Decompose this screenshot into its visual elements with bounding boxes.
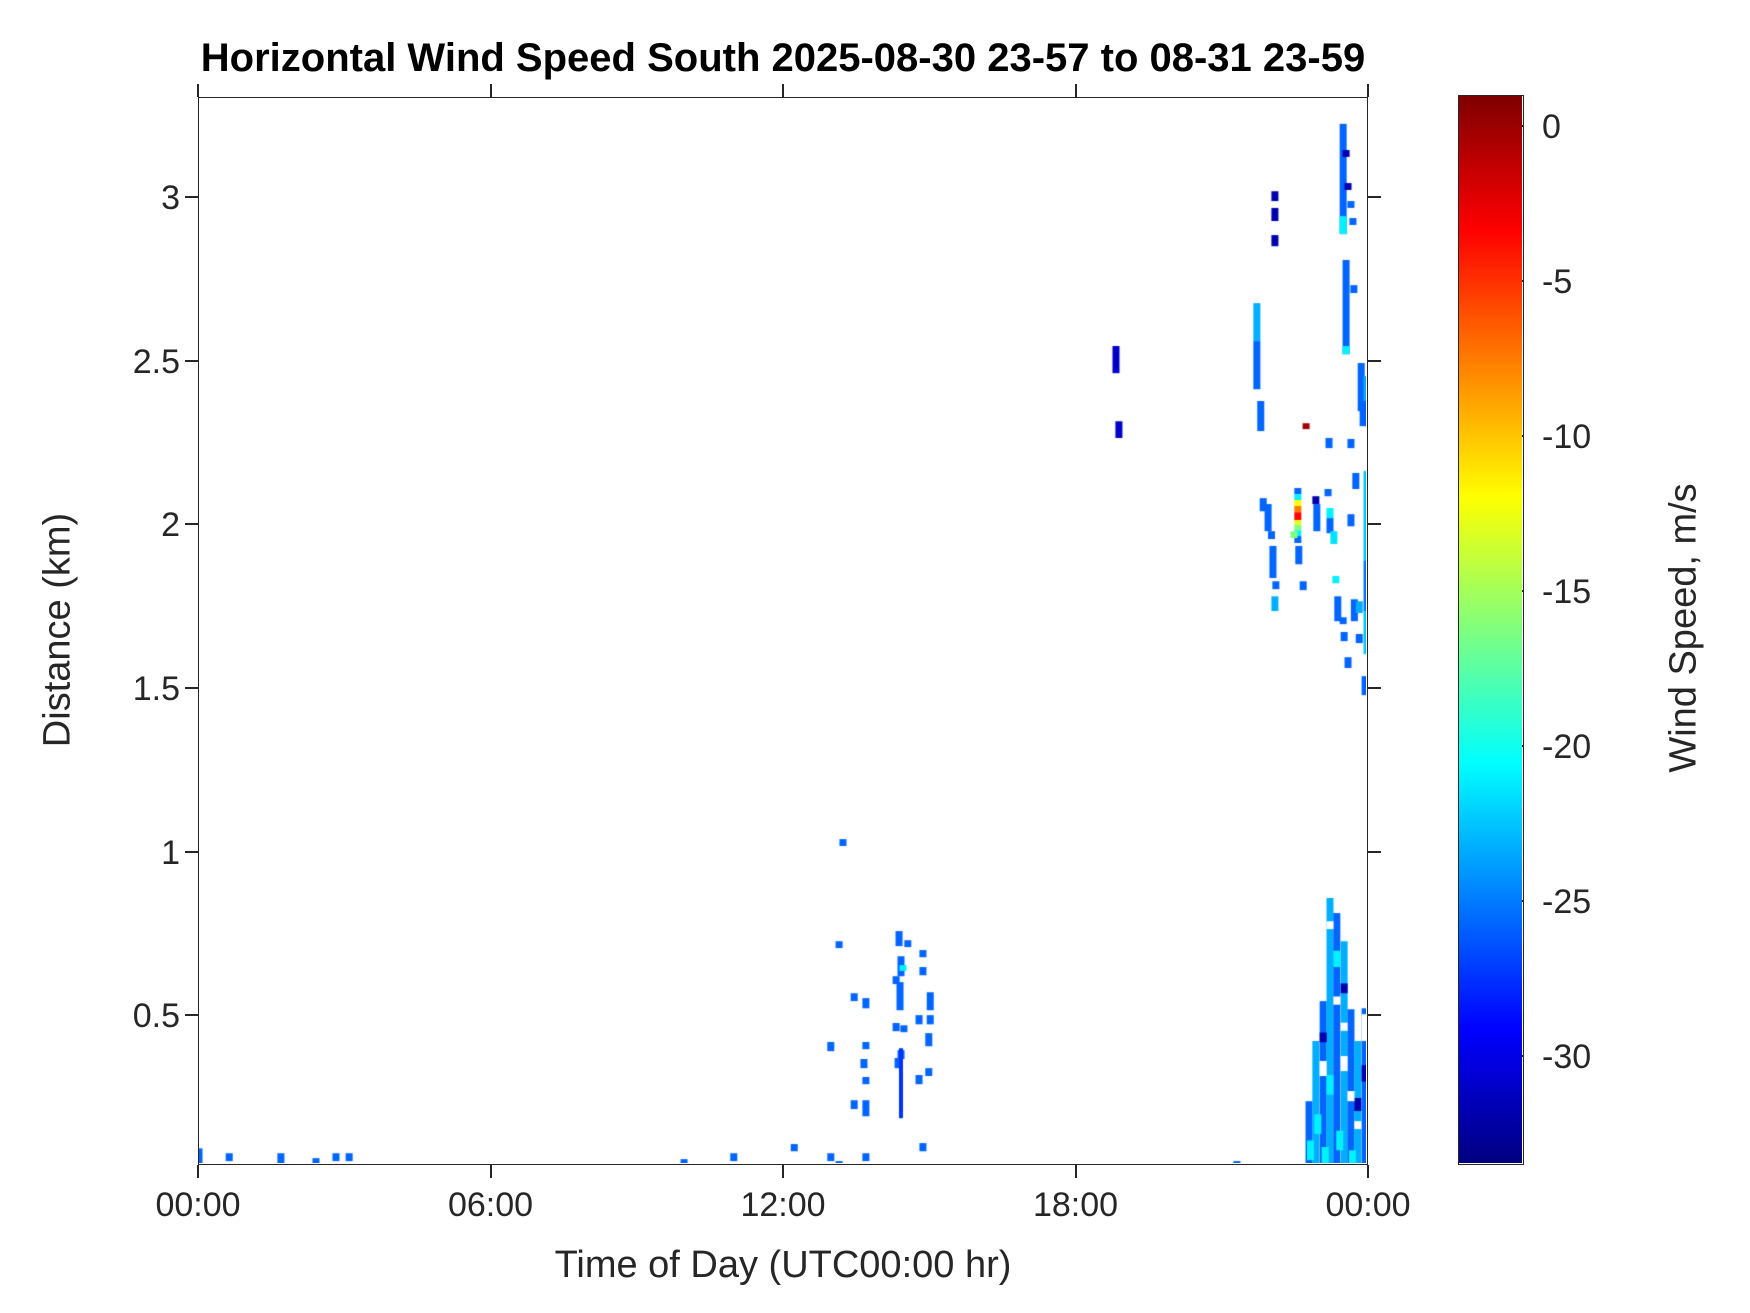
colorbar-tick-label: -15 (1542, 573, 1592, 612)
colorbar-canvas (1459, 96, 1522, 1163)
colorbar-tick-label: -30 (1542, 1038, 1592, 1077)
tick-mark (197, 1165, 199, 1178)
y-tick-label: 2.5 (132, 342, 180, 381)
x-axis-label: Time of Day (UTC00:00 hr) (554, 1244, 1012, 1286)
tick-mark (489, 1165, 492, 1178)
tick-mark (185, 523, 198, 526)
colorbar-tick-label: -25 (1542, 883, 1592, 922)
y-tick-label: 2 (161, 506, 180, 545)
tick-mark (1367, 84, 1369, 97)
tick-mark (1074, 84, 1077, 97)
y-tick-label: 1 (161, 833, 180, 872)
tick-mark (1368, 686, 1381, 689)
colorbar-tick-label: -20 (1542, 728, 1592, 767)
colorbar-label: Wind Speed, m/s (1662, 483, 1705, 773)
colorbar-tick-label: 0 (1542, 108, 1561, 146)
colorbar (1458, 95, 1524, 1165)
colorbar-tick-label: -10 (1542, 418, 1592, 457)
heatmap-canvas (199, 98, 1366, 1163)
tick-mark (489, 84, 492, 97)
tick-mark (185, 686, 198, 689)
tick-mark (1368, 850, 1381, 853)
x-tick-label: 00:00 (155, 1186, 241, 1224)
tick-mark (1368, 523, 1381, 526)
tick-mark (1367, 1165, 1369, 1178)
chart-title: Horizontal Wind Speed South 2025-08-30 2… (200, 36, 1366, 80)
tick-mark (1368, 196, 1381, 199)
tick-mark (782, 1165, 784, 1178)
tick-mark (1074, 1165, 1077, 1178)
x-tick-label: 18:00 (1032, 1186, 1119, 1224)
tick-mark (197, 84, 199, 97)
tick-mark (1368, 1014, 1381, 1017)
x-tick-label: 00:00 (1325, 1186, 1411, 1224)
plot-area (198, 97, 1368, 1165)
y-axis-label: Distance (km) (36, 512, 79, 748)
tick-mark (782, 84, 784, 97)
y-tick-label: 0.5 (132, 997, 180, 1036)
colorbar-tick-label: -5 (1542, 263, 1573, 302)
tick-mark (185, 850, 198, 853)
tick-mark (185, 1014, 198, 1017)
x-tick-label: 06:00 (447, 1186, 534, 1224)
y-tick-label: 3 (161, 179, 180, 218)
tick-mark (185, 196, 198, 199)
tick-mark (1368, 359, 1381, 362)
tick-mark (185, 359, 198, 362)
y-tick-label: 1.5 (132, 669, 180, 708)
x-tick-label: 12:00 (740, 1186, 826, 1224)
